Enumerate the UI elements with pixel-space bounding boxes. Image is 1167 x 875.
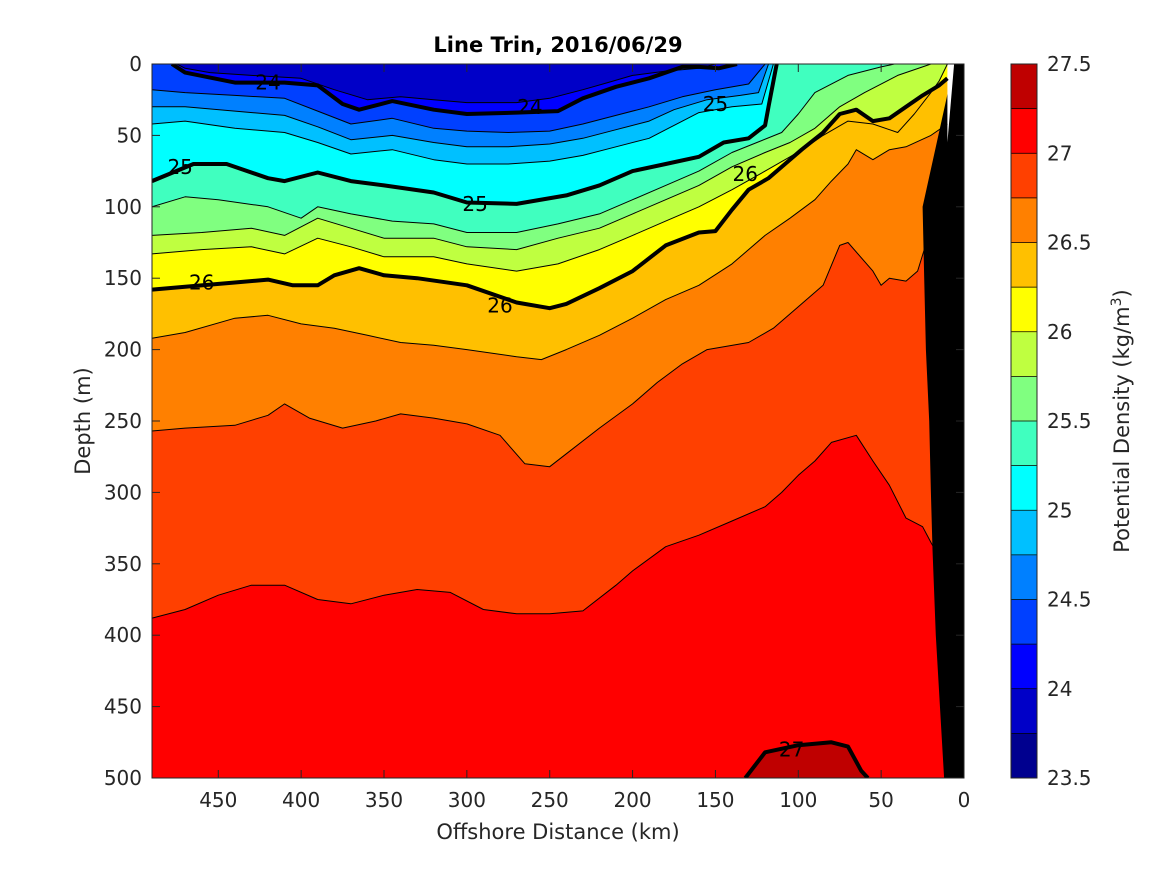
contour-labels: 24 24 25 25 25 26 26 26 27 — [167, 71, 804, 762]
contour-line-25-5 — [152, 64, 932, 251]
colorbar-frame — [1010, 63, 1038, 779]
colorbar-label-end: ) — [1110, 289, 1134, 297]
contour-line-26-75 — [152, 434, 940, 619]
colorbar: 23.5 24 24.5 25 25.5 26 26.5 27 27.5 Potential D… — [1010, 52, 1134, 790]
contour-line-27 — [743, 740, 870, 778]
contour-label: 25 — [462, 192, 487, 216]
y-axis-label: Depth (m) — [71, 367, 95, 474]
x-tick-label: 300 — [448, 788, 486, 812]
colorbar-swatches — [1011, 64, 1037, 779]
colorbar-swatch — [1011, 376, 1037, 422]
contour-line-24-25 — [152, 64, 766, 133]
plot-area: 24 24 25 25 25 26 26 26 27 450 400 350 300 250 200 150… — [104, 52, 971, 812]
y-tick-label: 450 — [104, 695, 142, 719]
colorbar-swatch — [1011, 197, 1037, 243]
colorbar-swatch — [1011, 688, 1037, 734]
y-tick-label: 0 — [129, 52, 142, 76]
x-tick-label: 350 — [365, 788, 403, 812]
colorbar-swatch — [1011, 64, 1037, 110]
y-tick-label: 350 — [104, 552, 142, 576]
band-fill-26-75 — [152, 435, 964, 778]
y-tick-label: 100 — [104, 195, 142, 219]
colorbar-label-main: Potential Density (kg/m — [1110, 306, 1134, 552]
colorbar-ticks: 23.5 24 24.5 25 25.5 26 26.5 27 27.5 — [1047, 52, 1092, 790]
y-tick-label: 250 — [104, 409, 142, 433]
colorbar-tick-label: 27 — [1047, 141, 1072, 165]
colorbar-swatch — [1011, 733, 1037, 779]
x-axis: 450 400 350 300 250 200 150 100 50 0 — [199, 64, 970, 812]
colorbar-swatch — [1011, 644, 1037, 690]
y-tick-label: 200 — [104, 338, 142, 362]
contour-line-24-5 — [152, 64, 769, 148]
colorbar-swatch — [1011, 108, 1037, 154]
contour-fills — [152, 64, 964, 778]
colorbar-tick-label: 25 — [1047, 498, 1072, 522]
no-data-region — [947, 64, 955, 143]
colorbar-swatch — [1011, 331, 1037, 377]
colorbar-swatch — [1011, 554, 1037, 600]
y-axis: 0 50 100 150 200 250 300 350 400 450 500 — [104, 52, 964, 790]
contour-line-26-25 — [152, 123, 948, 361]
contour-label: 26 — [487, 293, 512, 317]
contour-label: 25 — [167, 155, 192, 179]
contour-label: 25 — [703, 92, 728, 116]
x-axis-label: Offshore Distance (km) — [436, 820, 679, 844]
seafloor-bathymetry — [922, 64, 964, 778]
colorbar-tick-label: 24.5 — [1047, 588, 1092, 612]
contour-line-25 — [152, 64, 779, 206]
colorbar-tick-label: 26 — [1047, 320, 1072, 344]
x-tick-label: 200 — [613, 788, 651, 812]
colorbar-tick-label: 26.5 — [1047, 231, 1092, 255]
contour-line-25-25 — [152, 64, 895, 233]
y-tick-label: 150 — [104, 266, 142, 290]
contour-line-25-75 — [152, 64, 948, 272]
colorbar-swatch — [1011, 510, 1037, 556]
x-tick-label: 250 — [531, 788, 569, 812]
bathymetry-mask — [922, 64, 964, 778]
contour-line-24 — [170, 64, 738, 116]
colorbar-label-superscript: 3 — [1109, 297, 1125, 306]
contour-label: 24 — [255, 71, 280, 95]
contour-line-26 — [152, 76, 949, 311]
colorbar-swatch — [1011, 242, 1037, 288]
contour-label: 27 — [779, 737, 804, 761]
x-tick-label: 100 — [779, 788, 817, 812]
y-tick-label: 400 — [104, 623, 142, 647]
x-tick-label: 0 — [958, 788, 971, 812]
x-tick-label: 450 — [199, 788, 237, 812]
colorbar-swatch — [1011, 465, 1037, 511]
y-tick-label: 50 — [117, 123, 142, 147]
colorbar-swatch — [1011, 421, 1037, 467]
y-tick-label: 300 — [104, 480, 142, 504]
contour-line-24-75 — [152, 64, 774, 165]
colorbar-swatch — [1011, 599, 1037, 645]
contour-line-26-5 — [152, 199, 945, 468]
contour-line-23-75 — [176, 64, 716, 104]
contour-label: 24 — [517, 95, 542, 119]
chart-title: Line Trin, 2016/06/29 — [433, 33, 682, 57]
colorbar-tick-label: 24 — [1047, 677, 1072, 701]
colorbar-swatch — [1011, 153, 1037, 199]
contour-label: 26 — [733, 162, 758, 186]
colorbar-tick-label: 27.5 — [1047, 52, 1092, 76]
colorbar-swatch — [1011, 287, 1037, 333]
contour-label: 26 — [189, 270, 214, 294]
x-tick-label: 400 — [282, 788, 320, 812]
x-tick-label: 50 — [868, 788, 893, 812]
colorbar-tick-label: 23.5 — [1047, 766, 1092, 790]
contour-lines — [152, 64, 949, 778]
colorbar-label: Potential Density (kg/m3) — [1109, 289, 1134, 553]
colorbar-tick-label: 25.5 — [1047, 409, 1092, 433]
x-tick-label: 150 — [696, 788, 734, 812]
y-tick-label: 500 — [104, 766, 142, 790]
